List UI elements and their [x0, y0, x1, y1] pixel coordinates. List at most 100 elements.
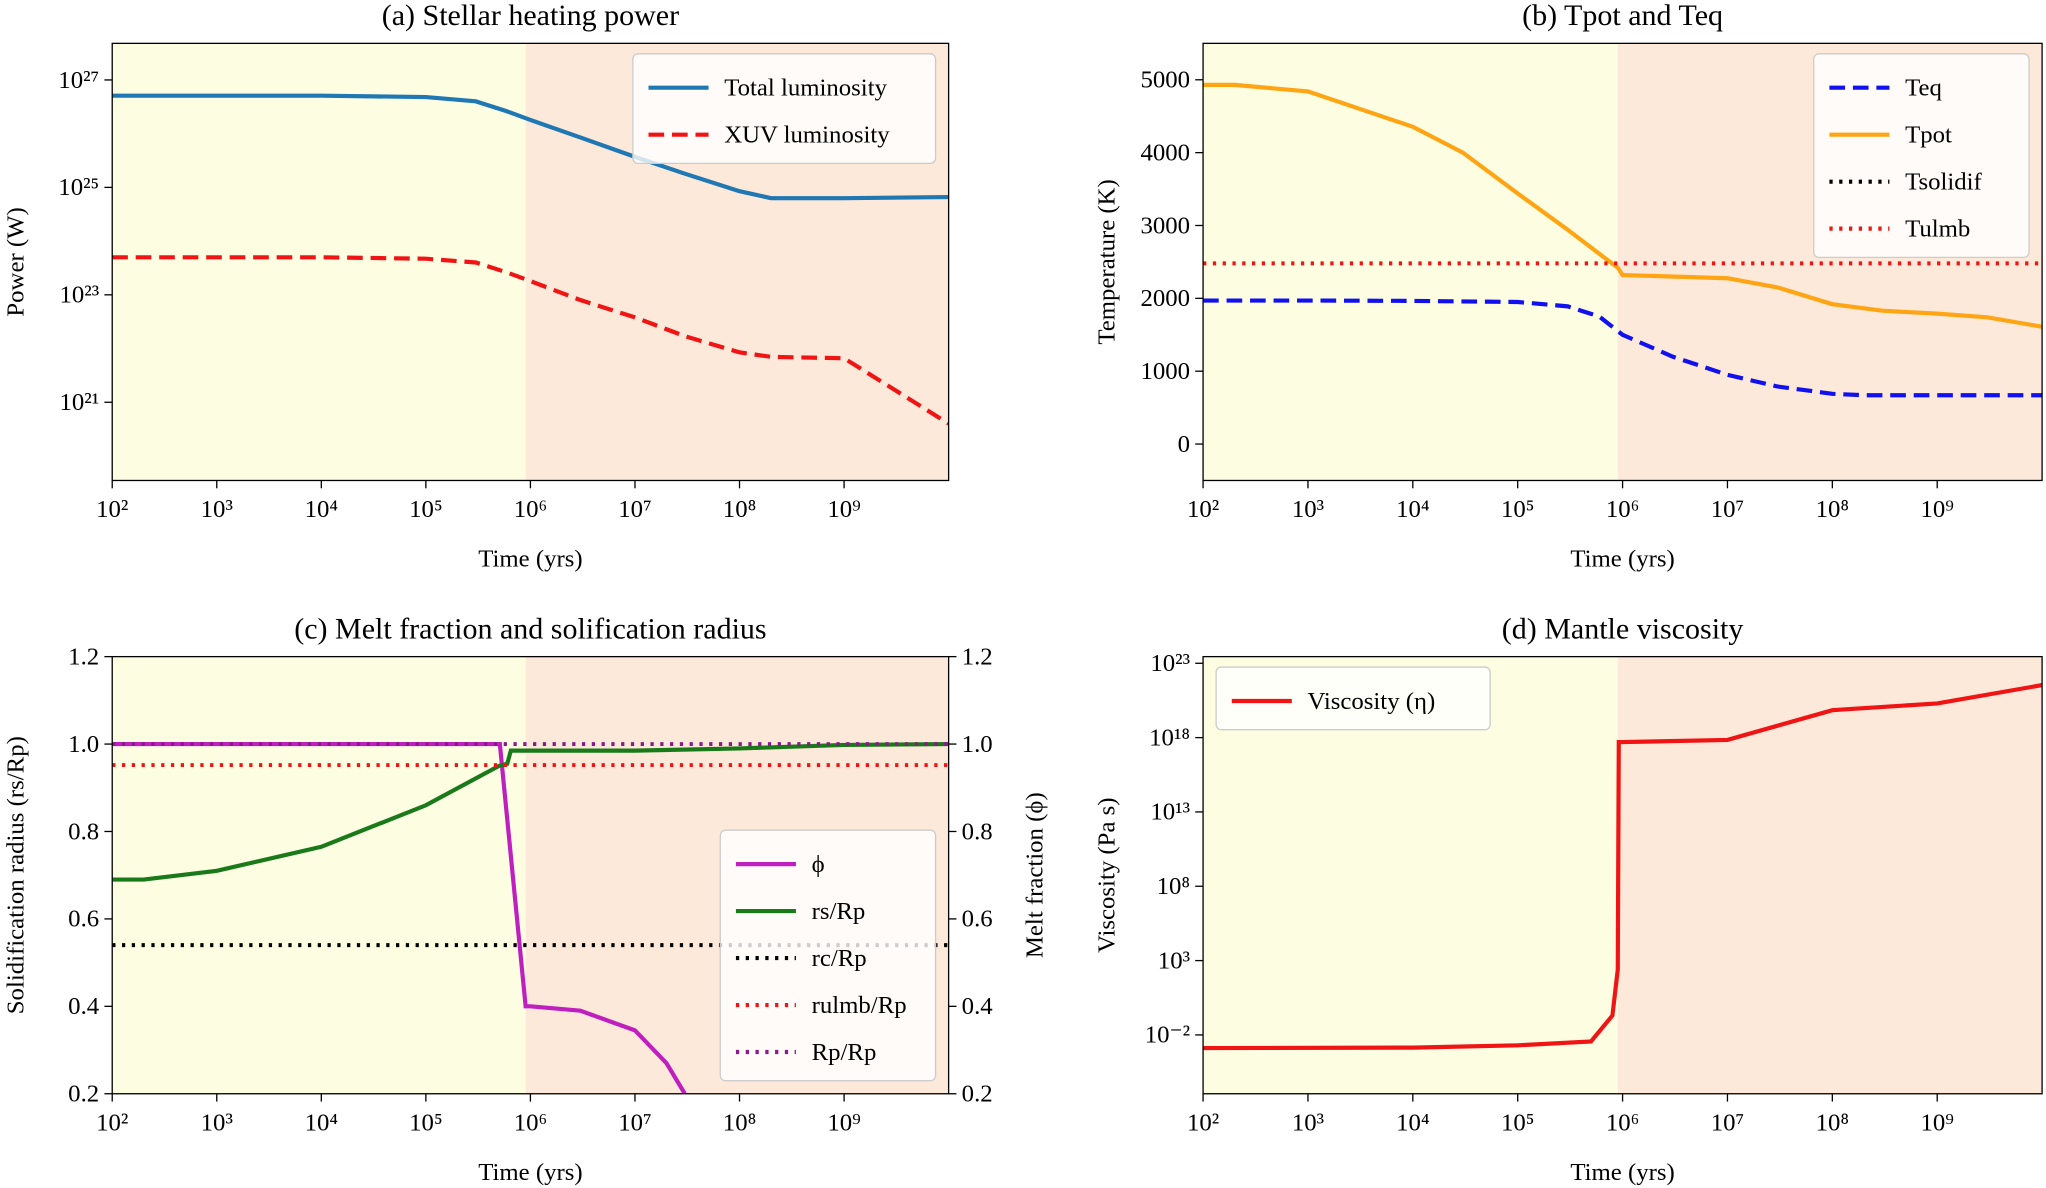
y-tick-label: 0.4 — [962, 993, 993, 1020]
y-tick-label: 0.6 — [68, 906, 99, 933]
panel-title: (c) Melt fraction and solification radiu… — [294, 612, 766, 645]
x-tick-label: 10⁵ — [1501, 1109, 1534, 1136]
y-tick-label: 10⁸ — [1157, 873, 1190, 900]
y-tick-label: 0.2 — [68, 1081, 99, 1108]
x-tick-label: 10⁸ — [1816, 1109, 1849, 1136]
legend: ϕ rs/Rp rc/Rp rulmb/Rp Rp/Rp — [719, 829, 937, 1082]
x-tick-label: 10⁸ — [723, 496, 756, 523]
plot-lines — [1203, 82, 2043, 398]
x-tick-label: 10⁹ — [1920, 496, 1953, 523]
x-tick-label: 10⁹ — [827, 1109, 860, 1136]
legend-label: Tsolidif — [1905, 168, 1982, 195]
x-axis-label: Time (yrs) — [1570, 546, 1674, 573]
series-line — [112, 741, 949, 882]
legend-box — [1215, 666, 1491, 731]
x-axis-label: Time (yrs) — [478, 546, 582, 573]
x-tick-label: 10⁶ — [1606, 1109, 1639, 1136]
legend-label: Teq — [1905, 75, 1942, 102]
x-tick-label: 10³ — [201, 1109, 233, 1136]
x-tick-label: 10⁷ — [618, 496, 651, 523]
x-tick-label: 10³ — [1292, 1109, 1324, 1136]
legend-label: XUV luminosity — [724, 122, 890, 149]
panel: (d) Mantle viscosity Time (yrs) Viscosity … — [1093, 612, 2043, 1186]
y-tick-label: 3000 — [1140, 212, 1190, 239]
y-tick-label: 10³ — [1158, 947, 1190, 974]
legend-box — [1813, 53, 2030, 259]
x-axis-label: Time (yrs) — [1570, 1159, 1674, 1186]
legend-label: Tulmb — [1905, 215, 1970, 242]
x-tick-label: 10⁸ — [1816, 496, 1849, 523]
y-tick-label: 5000 — [1140, 67, 1190, 94]
legend-label: rc/Rp — [812, 945, 867, 972]
y-tick-label: 10²⁷ — [58, 67, 99, 94]
legend-label: Rp/Rp — [812, 1039, 877, 1066]
x-tick-label: 10⁴ — [305, 1109, 338, 1136]
legend-box — [719, 829, 937, 1082]
x-tick-label: 10⁸ — [723, 1109, 756, 1136]
legend: Total luminosity XUV luminosity — [632, 53, 937, 165]
y-tick-label: 1.0 — [68, 731, 99, 758]
y-tick-label: 10¹³ — [1150, 799, 1190, 826]
legend: Teq Tpot Tsolidif Tulmb — [1813, 53, 2030, 259]
panel: (c) Melt fraction and solification radiu… — [2, 612, 1048, 1186]
x-tick-label: 10⁹ — [827, 496, 860, 523]
x-tick-label: 10⁵ — [409, 496, 442, 523]
y-tick-label: 10²³ — [60, 282, 100, 309]
panel: (a) Stellar heating power Time (yrs) Power… — [2, 0, 950, 573]
x-tick-label: 10⁵ — [1501, 496, 1534, 523]
y-tick-label: 0.2 — [962, 1081, 993, 1108]
series-line — [1203, 82, 2043, 329]
x-tick-label: 10⁷ — [1711, 496, 1744, 523]
series-line — [1203, 683, 2043, 1051]
y-axis-label: Temperature (K) — [1093, 179, 1120, 344]
y-tick-label: 10²³ — [1150, 650, 1190, 677]
panel-title: (a) Stellar heating power — [382, 0, 679, 32]
y-tick-label: 1.2 — [68, 643, 99, 670]
y-axis-label: Solidification radius (rs/Rp) — [2, 736, 29, 1014]
x-tick-label: 10² — [1187, 1109, 1219, 1136]
plot-frame — [1202, 42, 2043, 482]
y-tick-label: 10¹⁸ — [1149, 724, 1190, 751]
x-tick-label: 10⁷ — [1711, 1109, 1744, 1136]
y-axis-label: Power (W) — [2, 207, 29, 316]
plot-lines — [112, 93, 949, 426]
legend-label: Total luminosity — [724, 75, 887, 102]
legend-label: rulmb/Rp — [812, 992, 907, 1019]
plot-frame — [111, 42, 950, 482]
x-tick-label: 10³ — [201, 496, 233, 523]
x-tick-label: 10⁴ — [305, 496, 338, 523]
legend-label: Viscosity (η) — [1307, 688, 1435, 715]
y-tick-label: 1.0 — [962, 731, 993, 758]
x-tick-label: 10⁶ — [1606, 496, 1639, 523]
legend-label: rs/Rp — [812, 898, 866, 925]
y-tick-label: 0.8 — [68, 818, 99, 845]
series-line — [112, 741, 687, 1094]
x-tick-label: 10⁶ — [514, 496, 547, 523]
panel-title: (b) Tpot and Teq — [1522, 0, 1723, 32]
y-axis-label: Viscosity (Pa s) — [1093, 797, 1120, 952]
y-tick-label: 10⁻² — [1145, 1022, 1190, 1049]
x-tick-label: 10² — [96, 1109, 128, 1136]
x-axis-label: Time (yrs) — [478, 1159, 582, 1186]
legend: Viscosity (η) — [1215, 666, 1491, 731]
x-tick-label: 10⁴ — [1396, 496, 1429, 523]
series-line — [1203, 298, 2043, 398]
plot-lines — [1203, 683, 2043, 1051]
x-tick-label: 10⁶ — [514, 1109, 547, 1136]
legend-label: ϕ — [812, 851, 825, 878]
shaded-region — [1617, 656, 2043, 1094]
x-tick-label: 10⁵ — [409, 1109, 442, 1136]
panel-title: (d) Mantle viscosity — [1502, 612, 1744, 645]
x-tick-label: 10⁷ — [618, 1109, 651, 1136]
panel: (b) Tpot and Teq Time (yrs) Temperature (K… — [1093, 0, 2043, 573]
x-tick-label: 10³ — [1292, 496, 1324, 523]
y-tick-label: 0 — [1178, 431, 1190, 458]
y-tick-label: 0.8 — [962, 818, 993, 845]
y2-axis-label: Melt fraction (ϕ) — [1022, 792, 1049, 958]
series-line — [112, 255, 949, 426]
series-line — [112, 93, 949, 201]
y-tick-label: 0.6 — [962, 906, 993, 933]
x-tick-label: 10² — [1187, 496, 1219, 523]
